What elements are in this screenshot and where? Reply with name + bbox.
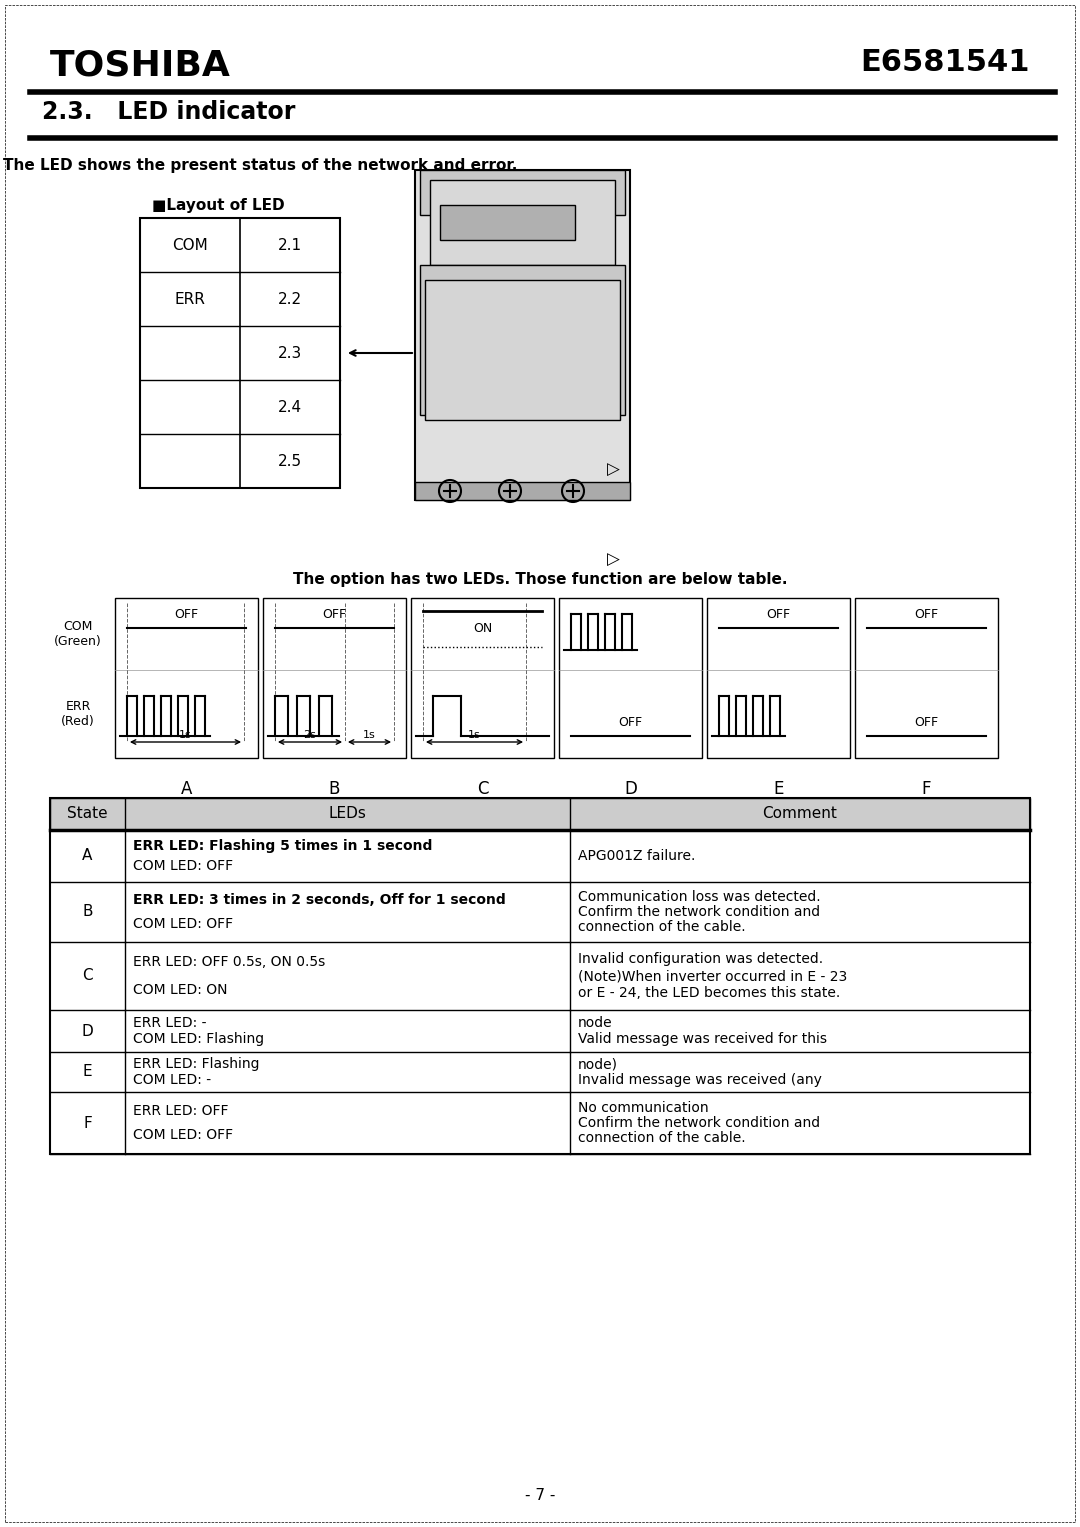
Text: Communication loss was detected.: Communication loss was detected.	[578, 890, 821, 904]
Text: COM LED: -: COM LED: -	[133, 1073, 211, 1087]
Bar	[140, 218, 340, 489]
Text: C: C	[82, 968, 93, 983]
Text: Comment: Comment	[762, 806, 837, 822]
Text: A: A	[82, 849, 93, 863]
Bar	[707, 599, 850, 757]
Text: ON: ON	[473, 623, 492, 635]
Text: F: F	[83, 1116, 92, 1130]
Text: OFF: OFF	[323, 608, 347, 621]
Text: F: F	[921, 780, 931, 799]
Bar	[430, 180, 615, 266]
Text: connection of the cable.: connection of the cable.	[578, 1132, 745, 1145]
Text: OFF: OFF	[767, 608, 791, 621]
Text: ERR: ERR	[175, 292, 205, 307]
Text: B: B	[82, 904, 93, 919]
Text: ■Layout of LED: ■Layout of LED	[152, 199, 285, 212]
Text: COM: COM	[172, 238, 207, 252]
Text: The option has two LEDs. Those function are below table.: The option has two LEDs. Those function …	[293, 573, 787, 586]
Text: State: State	[67, 806, 108, 822]
Text: ▷: ▷	[607, 551, 620, 570]
Bar	[50, 799, 1030, 831]
Bar	[264, 599, 406, 757]
Text: node: node	[578, 1015, 612, 1029]
Text: E6581541: E6581541	[861, 47, 1030, 76]
Text: COM LED: OFF: COM LED: OFF	[133, 918, 233, 931]
Text: The LED shows the present status of the network and error.: The LED shows the present status of the …	[3, 157, 517, 173]
Text: COM LED: ON: COM LED: ON	[133, 982, 228, 997]
Text: C: C	[476, 780, 488, 799]
Text: ERR LED: Flashing: ERR LED: Flashing	[133, 1057, 259, 1070]
Text: No communication: No communication	[578, 1101, 708, 1115]
Text: TOSHIBA: TOSHIBA	[50, 47, 231, 82]
Text: LEDs: LEDs	[328, 806, 366, 822]
Text: ERR LED: OFF 0.5s, ON 0.5s: ERR LED: OFF 0.5s, ON 0.5s	[133, 956, 325, 970]
Text: Invalid message was received (any: Invalid message was received (any	[578, 1073, 822, 1087]
Text: ERR LED: -: ERR LED: -	[133, 1015, 206, 1029]
Text: E: E	[83, 1064, 92, 1080]
Bar	[440, 205, 575, 240]
Text: 2.2: 2.2	[278, 292, 302, 307]
Text: Valid message was received for this: Valid message was received for this	[578, 1032, 827, 1046]
Text: COM LED: OFF: COM LED: OFF	[133, 1128, 233, 1142]
Circle shape	[558, 270, 572, 286]
Circle shape	[494, 270, 508, 286]
Circle shape	[428, 270, 442, 286]
Text: node): node)	[578, 1057, 618, 1070]
Text: OFF: OFF	[175, 608, 199, 621]
Text: - 7 -: - 7 -	[525, 1487, 555, 1503]
Text: connection of the cable.: connection of the cable.	[578, 919, 745, 935]
Text: OFF: OFF	[915, 716, 939, 728]
Bar	[855, 599, 998, 757]
Text: 2.4: 2.4	[278, 400, 302, 414]
Text: B: B	[328, 780, 340, 799]
Bar	[114, 599, 258, 757]
Text: OFF: OFF	[619, 716, 643, 728]
Text: D: D	[82, 1023, 93, 1038]
Circle shape	[514, 269, 532, 287]
Text: Invalid configuration was detected.: Invalid configuration was detected.	[578, 951, 823, 967]
Circle shape	[538, 270, 552, 286]
Text: 2.1: 2.1	[278, 238, 302, 252]
Text: (Note)When inverter occurred in E - 23: (Note)When inverter occurred in E - 23	[578, 970, 847, 983]
Text: 2.3.   LED indicator: 2.3. LED indicator	[42, 99, 295, 124]
Text: A: A	[180, 780, 192, 799]
Bar	[415, 169, 630, 499]
Text: 1s: 1s	[363, 730, 376, 741]
Text: 1s: 1s	[179, 730, 192, 741]
Text: COM LED: OFF: COM LED: OFF	[133, 860, 233, 873]
Text: COM LED: Flashing: COM LED: Flashing	[133, 1032, 265, 1046]
Text: ERR LED: Flashing 5 times in 1 second: ERR LED: Flashing 5 times in 1 second	[133, 838, 432, 852]
Text: Confirm the network condition and: Confirm the network condition and	[578, 1116, 820, 1130]
Text: COM
(Green): COM (Green)	[54, 620, 102, 647]
Text: ▷: ▷	[607, 461, 620, 479]
Text: 2.3: 2.3	[278, 345, 302, 360]
Text: ERR LED: OFF: ERR LED: OFF	[133, 1104, 229, 1118]
Text: OFF: OFF	[915, 608, 939, 621]
Bar	[50, 799, 1030, 1154]
Text: Confirm the network condition and: Confirm the network condition and	[578, 906, 820, 919]
Text: 1s: 1s	[468, 730, 481, 741]
Bar	[415, 483, 630, 499]
Text: 2s: 2s	[303, 730, 316, 741]
Text: 2.5: 2.5	[278, 454, 302, 469]
Text: ERR
(Red): ERR (Red)	[62, 699, 95, 728]
Circle shape	[450, 270, 464, 286]
Bar	[411, 599, 554, 757]
Circle shape	[472, 270, 486, 286]
Text: ERR LED: 3 times in 2 seconds, Off for 1 second: ERR LED: 3 times in 2 seconds, Off for 1…	[133, 893, 505, 907]
Text: D: D	[624, 780, 637, 799]
Bar	[559, 599, 702, 757]
Bar	[420, 266, 625, 415]
Text: or E - 24, the LED becomes this state.: or E - 24, the LED becomes this state.	[578, 986, 840, 1000]
Bar	[426, 279, 620, 420]
Bar	[420, 169, 625, 215]
Text: E: E	[773, 780, 784, 799]
Text: APG001Z failure.: APG001Z failure.	[578, 849, 696, 863]
